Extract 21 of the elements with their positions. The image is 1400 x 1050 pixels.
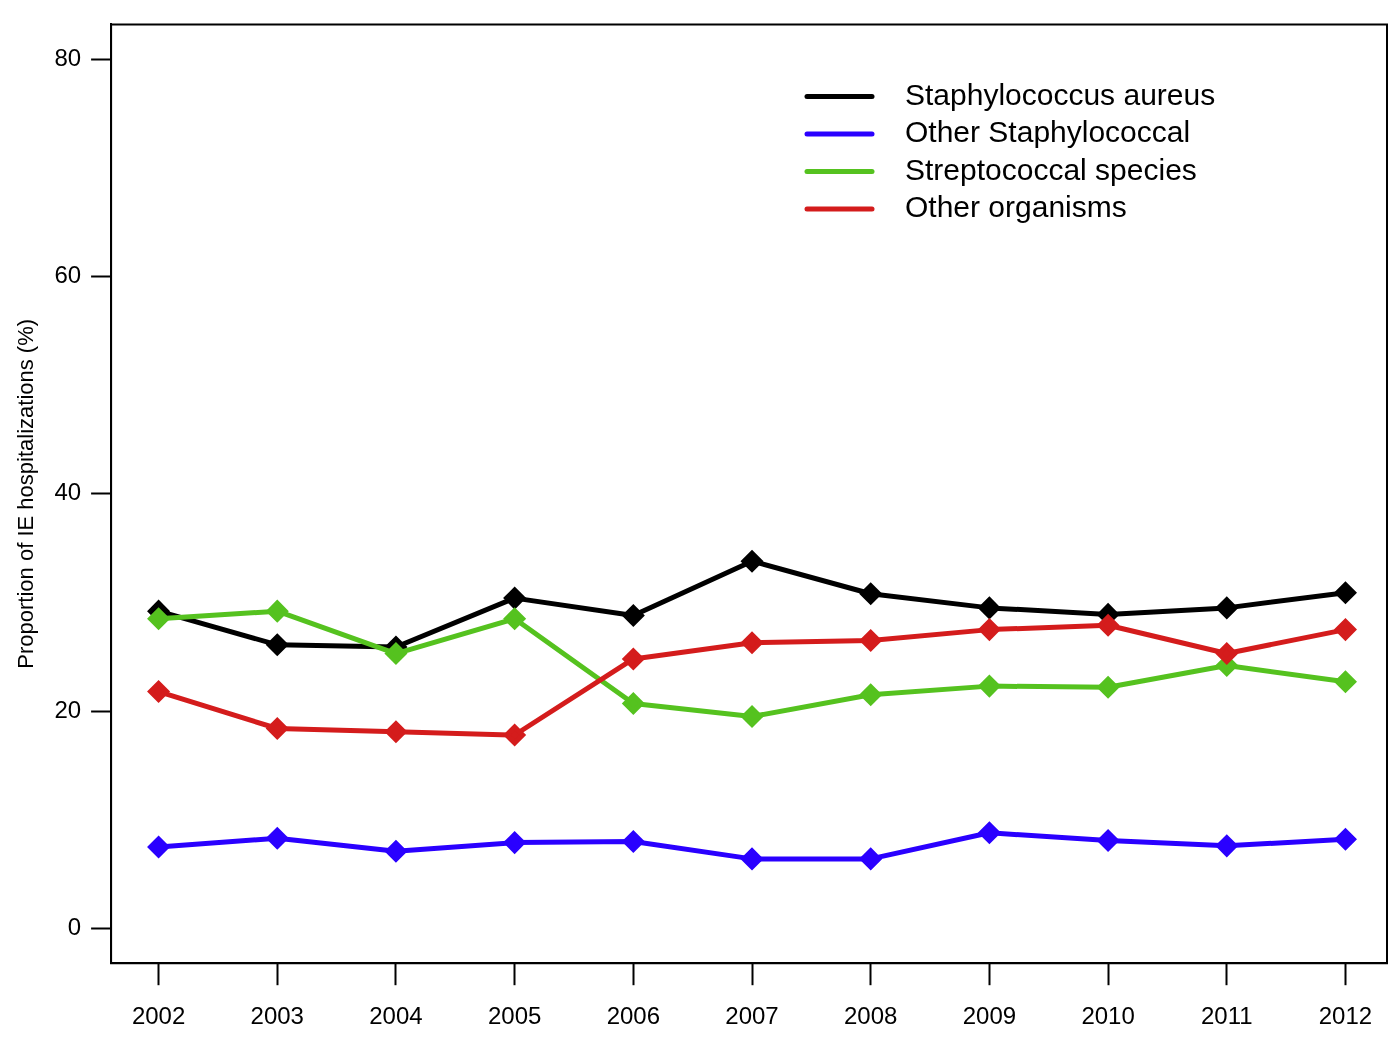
x-tick-label: 2007 [725, 1002, 779, 1030]
legend-label: Other organisms [905, 190, 1127, 224]
x-tick-label: 2009 [962, 1002, 1017, 1030]
x-tick-label: 2006 [606, 1002, 661, 1030]
x-tick-label: 2011 [1200, 1002, 1253, 1030]
x-tick-label: 2004 [369, 1002, 423, 1030]
legend-label: Other Staphylococcal [905, 115, 1191, 149]
x-tick-label: 2005 [487, 1002, 542, 1030]
x-tick-label: 2012 [1318, 1002, 1373, 1030]
y-tick-label: 0 [67, 913, 82, 941]
y-tick-label: 60 [54, 261, 82, 289]
x-tick-label: 2008 [844, 1002, 898, 1030]
x-tick-label: 2002 [131, 1002, 186, 1030]
x-tick-label: 2010 [1081, 1002, 1135, 1030]
legend-label: Staphylococcus aureus [905, 77, 1216, 111]
y-tick-label: 40 [54, 478, 82, 506]
legend-label: Streptococcal species [905, 152, 1197, 186]
y-axis-title: Proportion of IE hospitalizations (%) [13, 318, 39, 669]
x-tick-label: 2003 [250, 1002, 304, 1030]
y-tick-label: 80 [54, 43, 82, 71]
y-tick-label: 20 [54, 695, 82, 723]
